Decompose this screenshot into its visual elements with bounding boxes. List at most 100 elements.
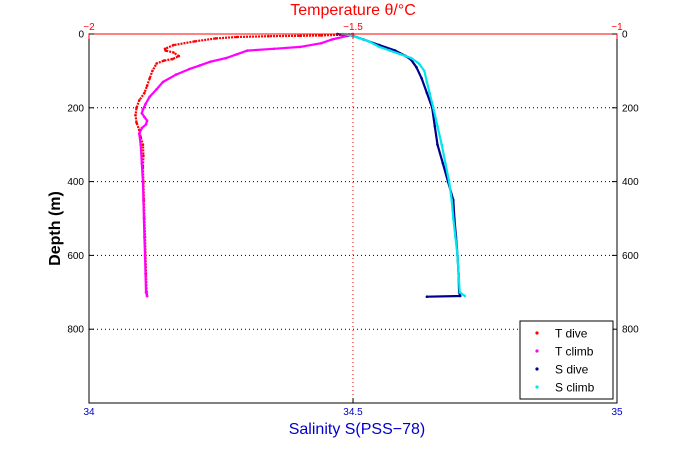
data-point — [409, 56, 413, 60]
data-point — [456, 254, 459, 257]
data-point — [420, 77, 423, 80]
series-s-dive — [335, 32, 462, 299]
data-point — [145, 119, 149, 122]
data-point — [161, 80, 165, 84]
data-point — [151, 69, 154, 73]
data-point — [425, 80, 429, 84]
legend-items: T dive T climb S dive S climb — [535, 327, 595, 395]
legend-marker — [535, 331, 539, 335]
data-point — [432, 106, 435, 110]
y-tick-label-left: 400 — [67, 177, 84, 188]
data-point — [433, 125, 437, 128]
data-point — [143, 91, 146, 95]
series-trace — [342, 32, 466, 297]
data-point — [145, 294, 149, 298]
data-point — [144, 291, 148, 294]
data-point — [428, 91, 431, 95]
series-trace — [337, 32, 462, 298]
data-point — [144, 272, 147, 276]
data-point — [148, 77, 151, 80]
data-point — [225, 56, 228, 60]
y-tick-label-left: 800 — [67, 325, 84, 336]
data-point — [320, 41, 323, 45]
top-tick-label: −1 — [611, 22, 623, 33]
data-point — [436, 143, 439, 146]
data-point — [447, 180, 451, 183]
data-point — [143, 254, 147, 257]
data-point — [198, 64, 202, 67]
data-point — [399, 53, 402, 56]
data-point — [298, 45, 302, 49]
data-point — [267, 34, 270, 38]
y-tick-label-right: 200 — [622, 103, 639, 114]
tick-layer: 0 0 200 200 400 400 600 600 800 800 34 34.5 35 −2 −1.5… — [67, 22, 639, 418]
data-point — [188, 67, 191, 71]
data-point — [139, 143, 142, 146]
y-tick-label-right: 600 — [622, 251, 639, 262]
legend-label: S dive — [555, 363, 589, 377]
bottom-tick-label: 34.5 — [343, 407, 363, 418]
data-point — [298, 34, 302, 38]
series-trace — [138, 32, 354, 297]
data-point — [436, 125, 439, 128]
data-point — [193, 40, 196, 43]
data-point — [172, 43, 175, 47]
data-point — [357, 36, 360, 39]
data-point — [155, 88, 158, 91]
data-point — [444, 161, 447, 165]
data-point — [378, 45, 381, 49]
data-point — [143, 235, 146, 239]
data-point — [235, 53, 239, 56]
data-point — [148, 95, 151, 98]
data-point — [272, 47, 276, 51]
data-point — [140, 161, 144, 165]
data-point — [155, 62, 158, 65]
data-point — [135, 106, 138, 110]
data-point — [134, 113, 137, 117]
data-point — [457, 272, 460, 276]
data-point — [246, 49, 249, 52]
data-point — [142, 198, 145, 202]
data-point — [425, 91, 429, 95]
data-point — [171, 57, 174, 61]
data-point — [458, 294, 462, 298]
legend: T dive T climb S dive S climb — [519, 320, 614, 400]
data-point — [214, 37, 217, 40]
legend-marker — [535, 385, 539, 389]
data-point — [458, 291, 462, 294]
data-point — [441, 161, 445, 165]
series-s-climb — [341, 32, 467, 298]
bottom-axis-title: Salinity S(PSS−78) — [289, 421, 426, 438]
legend-box — [519, 320, 614, 400]
y-axis-title: Depth (m) — [47, 191, 64, 266]
data-point — [423, 69, 426, 73]
data-point — [144, 123, 148, 126]
data-point — [425, 295, 429, 299]
legend-marker — [535, 349, 539, 353]
data-point — [450, 198, 454, 202]
y-tick-label-right: 400 — [622, 177, 639, 188]
data-point — [177, 54, 181, 58]
data-point — [320, 34, 323, 37]
data-point — [330, 38, 334, 41]
data-point — [141, 180, 145, 183]
data-point — [454, 235, 457, 239]
data-point — [140, 126, 144, 130]
data-point — [140, 112, 144, 115]
top-axis-title: Temperature θ/°C — [290, 2, 416, 19]
data-point — [440, 143, 444, 146]
data-point — [415, 65, 418, 69]
legend-label: T dive — [555, 327, 588, 341]
top-tick-label: −1.5 — [343, 22, 363, 33]
data-point — [367, 40, 371, 43]
y-tick-label-right: 800 — [622, 325, 639, 336]
series-t-dive — [134, 32, 355, 298]
data-point — [142, 217, 146, 220]
data-point — [388, 49, 392, 52]
data-point — [143, 115, 146, 119]
data-point — [142, 154, 145, 158]
data-point — [172, 51, 175, 54]
bottom-tick-label: 35 — [611, 407, 623, 418]
data-point — [137, 99, 141, 102]
